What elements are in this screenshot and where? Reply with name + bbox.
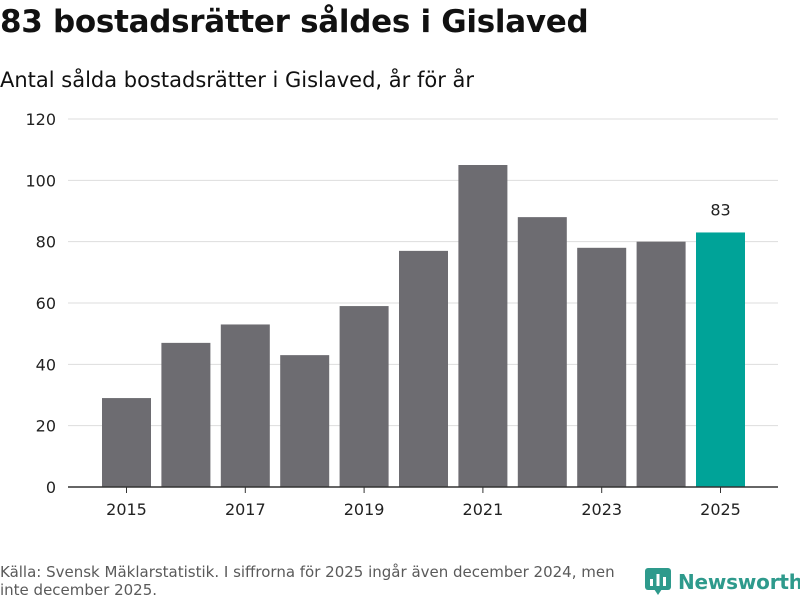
bar-2018: [280, 355, 330, 487]
x-tick-label: 2017: [225, 500, 266, 519]
x-tick-label: 2015: [106, 500, 147, 519]
bar-2020: [399, 250, 448, 487]
bar-2022: [517, 217, 567, 487]
annotations: 83: [710, 200, 730, 219]
bar-2023: [577, 247, 627, 487]
x-axis-labels: 2015 2017 2019 2021 2023 2025: [106, 487, 741, 519]
y-axis-labels: 0 20 40 60 80 100 120: [25, 110, 56, 497]
x-tick-label: 2023: [581, 500, 622, 519]
y-tick-label: 20: [36, 417, 56, 436]
x-tick-label: 2019: [344, 500, 385, 519]
bar-2019: [339, 306, 389, 487]
y-tick-label: 0: [46, 478, 56, 497]
y-tick-label: 120: [25, 110, 56, 129]
brand-name: Newsworthy: [678, 570, 800, 594]
bar-2021: [458, 165, 508, 487]
y-tick-label: 40: [36, 355, 56, 374]
bar-2025: [696, 232, 745, 487]
newsworthy-icon: [645, 568, 671, 595]
bar-2017: [220, 324, 270, 487]
bar-2015: [102, 398, 151, 487]
bar-chart: 0 20 40 60 80 100 120 2015 2017 2019 2021 2023 2025…: [25, 110, 778, 519]
source-note: Källa: Svensk Mäklarstatistik. I siffror…: [0, 563, 615, 599]
y-tick-label: 100: [25, 171, 56, 190]
chart-subtitle: Antal sålda bostadsrätter i Gislaved, år…: [0, 68, 475, 92]
newsworthy-logo[interactable]: Newsworthy: [645, 568, 800, 596]
x-tick-label: 2021: [463, 500, 504, 519]
bar-2016: [161, 342, 211, 487]
bar-2024: [636, 241, 686, 487]
x-tick-label: 2025: [700, 500, 741, 519]
y-tick-label: 80: [36, 233, 56, 252]
y-tick-label: 60: [36, 294, 56, 313]
chart-title: 83 bostadsrätter såldes i Gislaved: [0, 4, 589, 40]
data-label: 83: [710, 200, 730, 219]
bars: [68, 165, 778, 488]
